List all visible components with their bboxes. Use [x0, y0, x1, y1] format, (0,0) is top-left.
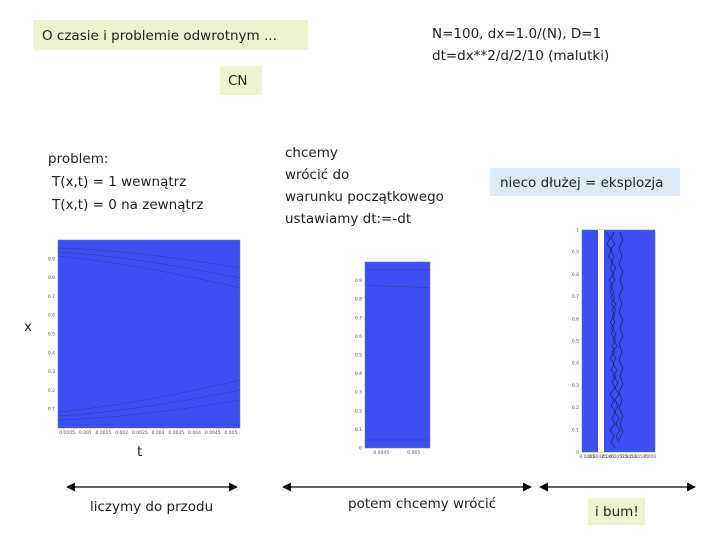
y-tick-label: 0.6	[572, 316, 579, 322]
y-tick-label: 0.3	[48, 369, 55, 375]
y-tick-label: 0.1	[572, 427, 579, 433]
y-tick-label: 0.2	[355, 408, 362, 414]
x-tick-label: 0.0045	[579, 454, 595, 460]
x-tick-label: 0.003	[152, 430, 165, 436]
y-tick-label: 0.1	[355, 427, 362, 433]
x-tick-label: 0.0015	[96, 430, 112, 436]
y-tick-label: 0.8	[572, 272, 579, 278]
x-tick-label: 0.0055	[621, 454, 637, 460]
problem-text: T(x,t) = 1 wewnątrz	[51, 174, 186, 190]
y-tick-label: 0.7	[572, 294, 579, 300]
y-tick-label: 0.8	[48, 275, 55, 281]
note-box	[490, 168, 680, 196]
y-tick-label: 0.1	[48, 407, 55, 413]
y-tick-label: 0	[576, 450, 579, 456]
y-tick-label: 0.4	[572, 361, 579, 367]
y-tick-label: 0.5	[355, 353, 362, 359]
x-tick-label: 0.005	[602, 454, 615, 460]
y-tick-label: 0.4	[48, 350, 55, 356]
y-tick-label: 0.9	[572, 250, 579, 256]
y-tick-label: 0.6	[355, 334, 362, 340]
x-tick-label: 0.00575	[630, 454, 649, 460]
middle-text: warunku początkowego	[285, 189, 444, 205]
x-tick-label: 0.002	[115, 430, 128, 436]
y-tick-label: 0.2	[572, 405, 579, 411]
y-tick-label: 0.4	[355, 371, 362, 377]
x-tick-label: 0.00475	[588, 454, 607, 460]
y-tick-label: 0.6	[48, 313, 55, 319]
params: dt=dx**2/d/2/10 (malutki)	[432, 48, 609, 64]
title: O czasie i problemie odwrotnym ...	[42, 28, 277, 44]
y-tick-label: 0	[359, 446, 362, 452]
problem-text: problem:	[48, 151, 108, 167]
x-tick-label: 0.006	[643, 454, 656, 460]
y-tick-label: 1	[576, 228, 579, 234]
middle-text: chcemy	[285, 145, 338, 161]
x-tick-label: 0.004	[188, 430, 201, 436]
note: nieco dłużej = eksplozja	[500, 175, 663, 191]
y-tick-label: 0.7	[355, 315, 362, 321]
contour-plot	[581, 229, 656, 453]
y-label: x	[24, 319, 32, 335]
caption: i bum!	[595, 504, 639, 520]
y-tick-label: 0.9	[355, 278, 362, 284]
caption: liczymy do przodu	[90, 499, 213, 515]
contour-stripe	[598, 230, 604, 452]
x-tick-label: 0.0045	[205, 430, 221, 436]
y-tick-label: 0.7	[48, 294, 55, 300]
y-tick-label: 0.3	[355, 390, 362, 396]
caption: potem chcemy wrócić	[348, 496, 496, 512]
x-tick-label: 0.00525	[609, 454, 628, 460]
method: CN	[228, 73, 248, 89]
contour-noise	[605, 231, 624, 449]
problem-text: T(x,t) = 0 na zewnątrz	[51, 197, 203, 213]
middle-text: wrócić do	[285, 167, 349, 183]
method-box	[220, 66, 262, 95]
y-tick-label: 0.5	[572, 339, 579, 345]
contour-plot	[57, 239, 241, 429]
x-tick-label: 0.001	[79, 430, 92, 436]
x-tick-label: 0.0035	[168, 430, 184, 436]
x-tick-label: 0.005	[407, 450, 420, 456]
contour-plot	[364, 261, 431, 449]
caption-box	[588, 498, 645, 525]
x-label: t	[137, 444, 142, 460]
y-tick-label: 0.9	[48, 256, 55, 262]
x-tick-label: 0.0025	[132, 430, 148, 436]
x-tick-label: 0.0045	[373, 450, 389, 456]
params: N=100, dx=1.0/(N), D=1	[432, 26, 601, 42]
x-tick-label: 0.0005	[59, 430, 75, 436]
contour-lines	[57, 247, 241, 421]
x-tick-label: 0.005	[224, 430, 237, 436]
title-box	[33, 20, 308, 50]
y-tick-label: 0.2	[48, 388, 55, 394]
y-tick-label: 0.3	[572, 383, 579, 389]
y-tick-label: 0.8	[355, 297, 362, 303]
contour-lines	[364, 269, 431, 441]
y-tick-label: 0.5	[48, 332, 55, 338]
middle-text: ustawiamy dt:=-dt	[285, 211, 411, 227]
